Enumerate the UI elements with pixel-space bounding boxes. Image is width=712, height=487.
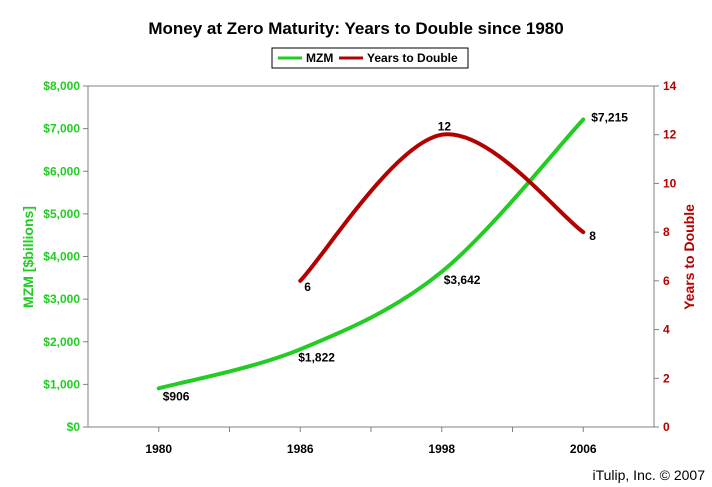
- legend-box: [271, 47, 469, 69]
- chart-title: Money at Zero Maturity: Years to Double …: [148, 19, 563, 38]
- data-label: $3,642: [444, 273, 481, 287]
- y-right-axis-title: Years to Double: [681, 204, 697, 310]
- y-right-tick-label: 0: [663, 420, 670, 434]
- axes: $0 $1,000 $2,000 $3,000 $4,000 $5,000 $6,000 $7…: [43, 79, 676, 456]
- y-right-tick-label: 4: [663, 323, 670, 337]
- x-tick-label: 1998: [428, 442, 455, 456]
- y-right-tick-label: 10: [663, 176, 677, 190]
- data-label: 12: [438, 120, 452, 134]
- data-labels: $906 $1,822 $3,642 $7,215 6 12 8: [163, 110, 629, 403]
- y-left-tick-label: $6,000: [43, 164, 80, 178]
- x-tick-label: 2006: [570, 442, 597, 456]
- y-right-tick-label: 8: [663, 225, 670, 239]
- y-left-tick-label: $8,000: [43, 79, 80, 93]
- y-left-tick-label: $1,000: [43, 377, 80, 391]
- y-right-tick-label: 14: [663, 79, 677, 93]
- y-left-tick-label: $2,000: [43, 335, 80, 349]
- series-line-years-to-double: [298, 132, 586, 283]
- y-left-tick-label: $5,000: [43, 207, 80, 221]
- y-left-axis-title: MZM [$billions]: [20, 206, 36, 308]
- legend: MZM Years to Double: [271, 47, 469, 69]
- data-label: 6: [304, 280, 311, 294]
- data-label: $1,822: [298, 350, 335, 364]
- x-tick-label: 1986: [287, 442, 314, 456]
- data-label: $906: [163, 389, 190, 403]
- y-left-tick-label: $7,000: [43, 122, 80, 136]
- series-line-mzm: [156, 117, 586, 391]
- credit-text: iTulip, Inc. © 2007: [592, 467, 705, 483]
- legend-label-mzm: MZM: [306, 51, 333, 65]
- series-layer: [156, 117, 586, 391]
- y-left-tick-label: $4,000: [43, 250, 80, 264]
- y-right-tick-label: 2: [663, 371, 670, 385]
- data-label: 8: [589, 229, 596, 243]
- y-right-tick-label: 12: [663, 128, 677, 142]
- y-right-tick-label: 6: [663, 274, 670, 288]
- data-label: $7,215: [591, 110, 628, 124]
- y-left-tick-label: $3,000: [43, 292, 80, 306]
- legend-label-years: Years to Double: [367, 51, 458, 65]
- y-left-tick-label: $0: [67, 420, 81, 434]
- x-tick-label: 1980: [145, 442, 172, 456]
